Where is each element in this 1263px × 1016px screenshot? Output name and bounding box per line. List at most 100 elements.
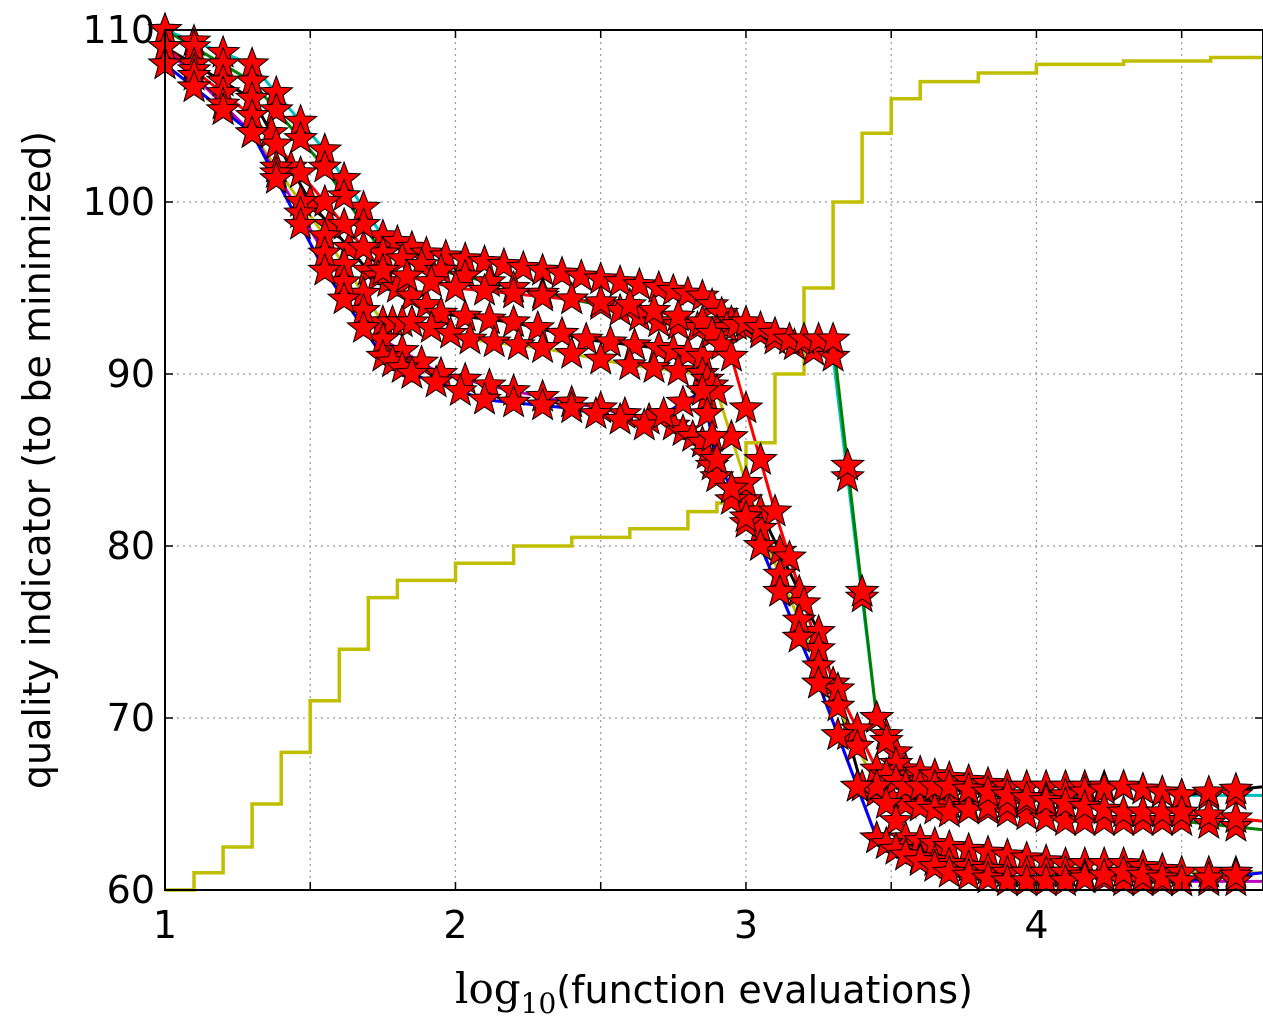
- star-marker: [602, 401, 638, 435]
- star-marker: [713, 481, 749, 516]
- star-marker: [742, 527, 778, 561]
- star-marker: [544, 255, 580, 289]
- star-marker: [781, 619, 817, 653]
- star-marker: [815, 338, 851, 372]
- star-marker: [583, 283, 619, 318]
- x-axis-title-base: 10: [521, 987, 557, 1016]
- y-tick-label: 100: [82, 180, 155, 224]
- star-marker: [234, 114, 270, 149]
- y-tick-label: 110: [82, 8, 155, 52]
- star-marker: [418, 364, 454, 398]
- star-marker: [757, 493, 793, 527]
- star-marker: [660, 298, 696, 332]
- star-marker: [660, 352, 696, 387]
- star-marker: [602, 263, 638, 298]
- star-marker: [772, 539, 808, 573]
- star-marker: [525, 387, 561, 421]
- star-marker: [345, 229, 382, 263]
- star-marker: [762, 573, 798, 607]
- star-marker: [684, 372, 720, 407]
- star-marker: [568, 321, 604, 355]
- star-marker: [592, 324, 628, 358]
- star-marker: [820, 716, 856, 751]
- star-marker: [699, 441, 735, 475]
- star-marker: [970, 774, 1006, 808]
- star-marker: [1086, 791, 1122, 825]
- star-marker: [1164, 794, 1200, 828]
- star-marker: [801, 665, 837, 699]
- star-marker: [1106, 768, 1142, 802]
- star-marker: [970, 860, 1006, 894]
- star-marker: [636, 349, 672, 384]
- star-marker: [307, 252, 343, 286]
- star-marker: [176, 68, 212, 103]
- star-marker: [989, 776, 1025, 811]
- x-tick-label: 1: [153, 903, 177, 947]
- star-marker: [442, 372, 478, 407]
- star-markers: [147, 11, 1254, 897]
- x-axis-title-log: log: [455, 964, 521, 1013]
- star-marker: [1047, 785, 1083, 819]
- star-marker: [815, 321, 851, 355]
- star-marker: [621, 266, 657, 301]
- star-marker: [326, 281, 362, 315]
- star-marker: [307, 149, 343, 183]
- star-marker: [471, 367, 507, 401]
- star-marker: [868, 722, 904, 756]
- y-tick-label: 70: [107, 696, 155, 740]
- star-marker: [283, 120, 319, 154]
- star-marker: [384, 240, 420, 275]
- star-marker: [578, 395, 614, 430]
- axis-ticks: 1 2 3 4 60 70 80 90 100 110: [82, 8, 1263, 947]
- star-marker: [878, 802, 914, 837]
- star-marker: [525, 278, 561, 312]
- star-marker: [1191, 797, 1227, 831]
- quantile-curve: [165, 55, 1263, 892]
- star-marker: [554, 281, 590, 315]
- star-marker: [951, 857, 987, 891]
- star-marker: [394, 303, 430, 338]
- star-marker: [830, 458, 866, 493]
- star-marker: [467, 381, 503, 415]
- star-marker: [447, 298, 483, 332]
- star-marker: [830, 447, 866, 481]
- star-marker: [525, 329, 561, 364]
- star-marker: [728, 498, 764, 533]
- x-tick-label: 2: [443, 903, 467, 947]
- star-marker: [486, 246, 522, 280]
- x-tick-label: 3: [734, 903, 758, 947]
- star-marker: [563, 258, 599, 292]
- star-marker: [505, 249, 541, 283]
- star-marker: [1218, 771, 1254, 805]
- star-marker: [931, 854, 967, 888]
- star-marker: [1144, 860, 1180, 894]
- star-marker: [636, 292, 672, 326]
- star-marker: [1218, 857, 1254, 891]
- star-marker: [689, 395, 725, 430]
- star-marker: [258, 91, 294, 126]
- star-marker: [868, 785, 904, 819]
- star-marker: [433, 315, 469, 349]
- star-marker: [1067, 788, 1103, 822]
- star-marker: [283, 206, 319, 240]
- star-marker: [467, 243, 503, 278]
- star-marker: [205, 91, 241, 126]
- y-tick-label: 80: [107, 524, 155, 568]
- star-marker: [554, 389, 590, 424]
- x-tick-label: 4: [1024, 903, 1048, 947]
- star-marker: [496, 384, 532, 418]
- star-marker: [394, 355, 430, 389]
- star-marker: [951, 771, 987, 805]
- star-marker: [496, 303, 532, 338]
- star-marker: [931, 768, 967, 802]
- y-tick-label: 90: [107, 352, 155, 396]
- star-marker: [496, 275, 532, 309]
- x-axis-title-text: (function evaluations): [556, 968, 973, 1012]
- star-marker: [694, 418, 730, 452]
- star-marker: [520, 309, 556, 344]
- star-marker: [859, 699, 895, 733]
- star-marker: [612, 346, 648, 381]
- star-marker: [365, 252, 401, 286]
- star-marker: [544, 315, 580, 349]
